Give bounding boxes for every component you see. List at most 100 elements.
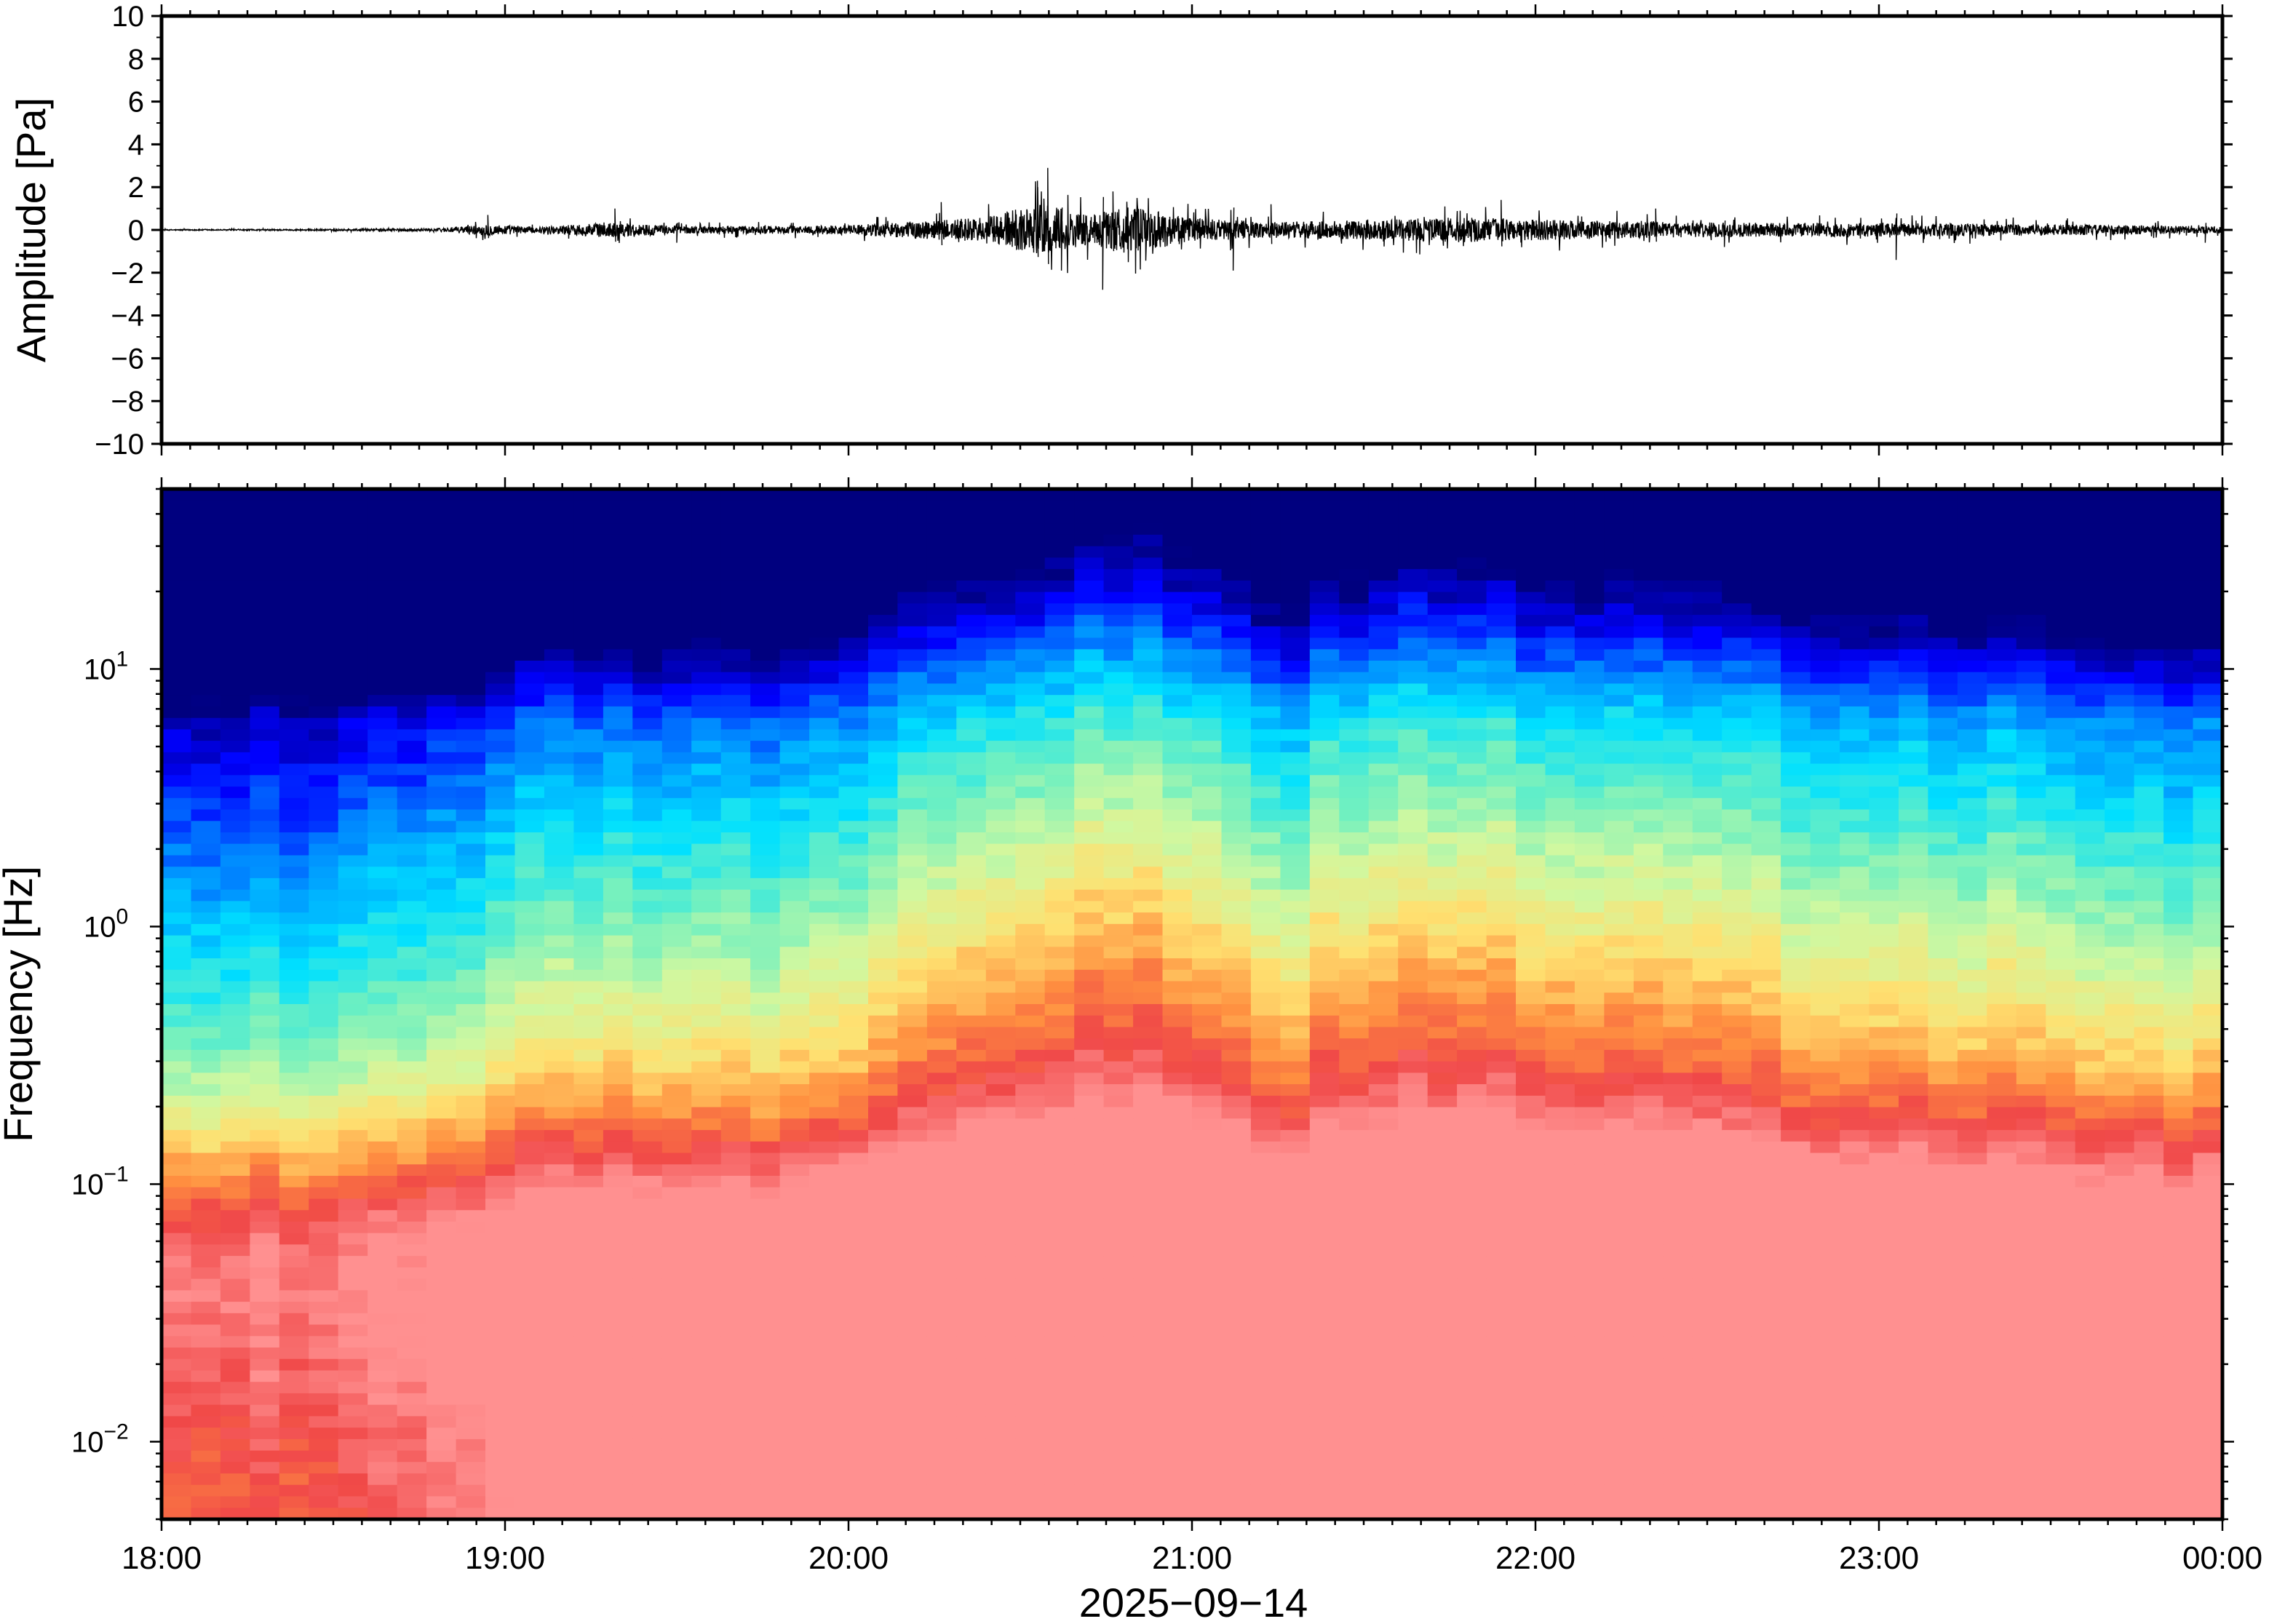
spectrogram-cell	[191, 1278, 221, 1291]
spectrogram-cell	[1604, 787, 1634, 799]
spectrogram-cell	[1486, 592, 1517, 605]
spectrogram-cell	[750, 695, 781, 707]
spectrogram-cell	[1074, 901, 1105, 914]
spectrogram-cell	[1663, 877, 1693, 891]
spectrogram-cell	[1457, 843, 1487, 856]
spectrogram-cell	[1250, 969, 1281, 982]
spectrogram-cell	[779, 1370, 811, 1383]
spectrogram-cell	[1162, 706, 1193, 719]
spectrogram-cell	[603, 923, 634, 936]
spectrogram-cell	[514, 1336, 545, 1348]
spectrogram-cell	[1309, 1508, 1340, 1520]
spectrogram-cell	[720, 603, 752, 616]
spectrogram-cell	[1663, 797, 1693, 811]
spectrogram-cell	[897, 1336, 928, 1348]
spectrogram-cell	[309, 512, 339, 525]
spectrogram-cell	[1280, 695, 1311, 707]
spectrogram-cell	[485, 1153, 516, 1166]
spectrogram-cell	[1516, 1404, 1546, 1417]
spectrogram-cell	[838, 1027, 869, 1040]
spectrogram-cell	[985, 546, 1017, 559]
spectrogram-cell	[1545, 1302, 1575, 1314]
spectrogram-cell	[1044, 534, 1076, 547]
spectrogram-cell	[279, 1428, 310, 1440]
spectrogram-cell	[514, 1324, 545, 1337]
spectrogram-cell	[1015, 557, 1046, 570]
spectrogram-cell	[220, 1176, 251, 1188]
spectrogram-cell	[485, 512, 516, 525]
spectrogram-cell	[632, 637, 663, 650]
spectrogram-cell	[250, 580, 280, 593]
spectrogram-cell	[544, 523, 575, 536]
spectrogram-cell	[1692, 1404, 1723, 1417]
spectrogram-cell	[367, 1278, 398, 1291]
spectrogram-cell	[926, 787, 958, 799]
spectrogram-cell	[926, 1130, 958, 1142]
spectrogram-cell	[1574, 901, 1605, 914]
spectrogram-cell	[367, 787, 398, 799]
spectrogram-cell	[367, 1484, 398, 1497]
spectrogram-cell	[1574, 1484, 1605, 1497]
spectrogram-cell	[1368, 1370, 1399, 1383]
spectrogram-cell	[220, 1130, 251, 1142]
spectrogram-cell	[661, 1084, 693, 1096]
spectrogram-cell	[1162, 615, 1193, 627]
spectrogram-cell	[661, 1348, 693, 1360]
spectrogram-cell	[632, 1164, 663, 1177]
spectrogram-cell	[1015, 821, 1046, 833]
spectrogram-cell	[779, 992, 811, 1005]
spectrogram-cell	[279, 981, 310, 994]
spectrogram-cell	[720, 1324, 752, 1337]
spectrogram-cell	[956, 672, 987, 685]
spectrogram-cell	[1309, 1382, 1340, 1394]
spectrogram-cell	[868, 1164, 899, 1177]
spectrogram-cell	[779, 672, 811, 685]
spectrogram-cell	[779, 1256, 811, 1268]
spectrogram-cell	[985, 821, 1017, 833]
spectrogram-cell	[309, 1438, 339, 1452]
spectrogram-cell	[1545, 1484, 1575, 1497]
spectrogram-cell	[279, 717, 310, 731]
spectrogram-cell	[1663, 717, 1693, 731]
spectrogram-cell	[1103, 741, 1134, 753]
spectrogram-cell	[632, 1004, 663, 1016]
spectrogram-cell	[1516, 695, 1546, 707]
spectrogram-cell	[1015, 752, 1046, 765]
spectrogram-cell	[1103, 1015, 1134, 1028]
spectrogram-cell	[1633, 1428, 1664, 1440]
spectrogram-cell	[720, 1428, 752, 1440]
spectrogram-cell	[1074, 1210, 1105, 1222]
spectrogram-cell	[1427, 741, 1458, 753]
spectrogram-cell	[868, 877, 899, 891]
spectrogram-cell	[1427, 1221, 1458, 1234]
spectrogram-cell	[1398, 981, 1428, 994]
spectrogram-cell	[1692, 546, 1723, 559]
spectrogram-cell	[338, 569, 369, 581]
spectrogram-cell	[1368, 1267, 1399, 1280]
spectrogram-cell	[544, 1348, 575, 1360]
spectrogram-cell	[426, 649, 457, 661]
spectrogram-cell	[1633, 969, 1664, 982]
spectrogram-cell	[426, 1508, 457, 1520]
spectrogram-cell	[1103, 1233, 1134, 1246]
spectrogram-cell	[603, 500, 634, 513]
spectrogram-cell	[897, 706, 928, 719]
spectrogram-cell	[985, 500, 1017, 513]
spectrogram-cell	[809, 592, 840, 605]
spectrogram-cell	[1280, 1302, 1311, 1314]
spectrogram-cell	[1015, 1072, 1046, 1086]
spectrogram-cell	[1221, 787, 1252, 799]
spectrogram-cell	[367, 1302, 398, 1314]
spectrogram-cell	[1162, 683, 1193, 696]
spectrogram-cell	[1162, 1187, 1193, 1200]
spectrogram-cell	[750, 821, 781, 833]
spectrogram-cell	[750, 534, 781, 547]
spectrogram-cell	[897, 1358, 928, 1372]
spectrogram-cell	[1457, 958, 1487, 971]
spectrogram-cell	[279, 1233, 310, 1246]
spectrogram-cell	[1192, 729, 1223, 742]
spectrogram-cell	[897, 489, 928, 501]
spectrogram-cell	[926, 1049, 958, 1062]
spectrogram-cell	[603, 717, 634, 731]
spectrogram-cell	[1368, 1256, 1399, 1268]
